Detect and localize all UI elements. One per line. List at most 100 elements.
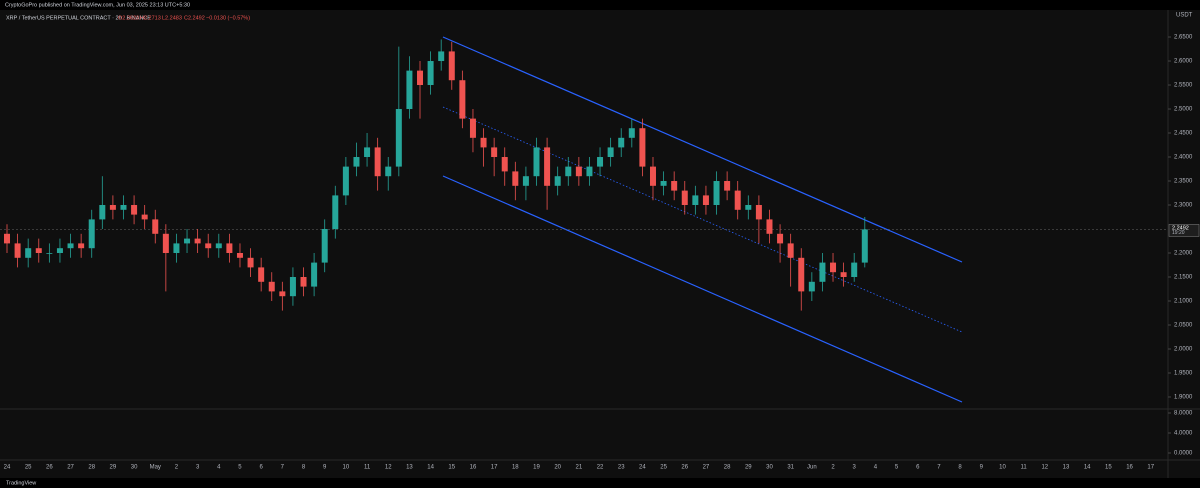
candle-body (575, 166, 582, 177)
candle-body (342, 166, 349, 196)
x-tick-label: 21 (576, 465, 583, 471)
x-tick-label: May (150, 465, 161, 471)
x-tick-label: 7 (937, 465, 941, 471)
candle-body (798, 257, 805, 292)
candle-body (194, 238, 201, 244)
candle-body (734, 190, 741, 210)
candle-body (353, 157, 360, 167)
x-tick-label: 11 (1021, 465, 1028, 471)
y-tick-label: 2.3000 (1174, 203, 1193, 209)
x-tick-label: 14 (1084, 465, 1091, 471)
candle-body (279, 291, 286, 297)
x-tick-label: 5 (895, 465, 899, 471)
candle-body (713, 181, 720, 206)
candle-body (830, 262, 837, 273)
candle-body (861, 229, 868, 263)
candle-body (702, 195, 709, 206)
x-tick-label: 13 (1063, 465, 1070, 471)
candle-body (321, 229, 328, 263)
candle-body (808, 281, 815, 292)
x-tick-label: 10 (999, 465, 1006, 471)
x-tick-label: 12 (385, 465, 392, 471)
currency: USDT (1176, 13, 1193, 19)
candle-body (427, 61, 434, 86)
y-tick-label: 2.0500 (1174, 323, 1193, 329)
x-tick-label: 23 (618, 465, 625, 471)
candle-body (607, 147, 614, 158)
candle-body (46, 252, 53, 254)
x-tick-label: 24 (639, 465, 646, 471)
candle-body (152, 219, 159, 234)
x-tick-label: 16 (1126, 465, 1133, 471)
candle-body (35, 248, 42, 253)
candle-body (787, 243, 794, 258)
x-tick-label: 25 (660, 465, 667, 471)
x-tick-label: 11 (364, 465, 371, 471)
candle-body (78, 243, 85, 249)
x-tick-label: 29 (745, 465, 752, 471)
x-tick-label: 26 (46, 465, 53, 471)
candle-body (226, 243, 233, 253)
candle-body (724, 181, 731, 191)
y-tick-label: 8.0000 (1174, 411, 1193, 417)
x-tick-label: 28 (88, 465, 95, 471)
candle-body (311, 262, 318, 287)
y-tick-label: 2.4500 (1174, 131, 1193, 137)
candle-body (236, 252, 243, 258)
x-tick-label: 6 (916, 465, 920, 471)
y-tick-label: 2.5500 (1174, 83, 1193, 89)
x-tick-label: 15 (1105, 465, 1112, 471)
candle-body (364, 147, 371, 158)
candle-body (120, 205, 127, 210)
candle-body (671, 181, 678, 191)
y-tick-label: 2.1500 (1174, 275, 1193, 281)
candle-body (258, 267, 265, 282)
candle-body (25, 248, 32, 258)
candle-body (819, 262, 826, 282)
ohlc-open: O2.2623 (118, 15, 139, 21)
x-tick-label: 19 (533, 465, 540, 471)
candle-body (448, 51, 455, 81)
candle-body (56, 248, 63, 253)
x-tick-label: 2 (831, 465, 835, 471)
x-tick-label: 6 (259, 465, 263, 471)
y-tick-label: 0.0000 (1174, 451, 1193, 457)
x-tick-label: 15 (448, 465, 455, 471)
x-tick-label: 8 (958, 465, 962, 471)
x-tick-label: 3 (196, 465, 200, 471)
candle-body (417, 70, 424, 86)
candle-body (395, 109, 402, 167)
last-price-box (1168, 224, 1200, 237)
top-bar (0, 0, 1200, 10)
candle-body (745, 205, 752, 210)
ohlc-change: −0.0130 (−0.57%) (206, 15, 250, 21)
candle-body (777, 233, 784, 244)
y-tick-label: 2.5000 (1174, 107, 1193, 113)
candle-body (173, 243, 180, 253)
candle-body (501, 157, 508, 172)
x-tick-label: 27 (67, 465, 74, 471)
x-tick-label: 4 (217, 465, 221, 471)
x-tick-label: 17 (491, 465, 498, 471)
x-tick-label: 31 (787, 465, 794, 471)
x-tick-label: 30 (766, 465, 773, 471)
y-tick-label: 2.6000 (1174, 59, 1193, 65)
bottom-bar (0, 478, 1200, 488)
y-tick-label: 2.1000 (1174, 299, 1193, 305)
candle-body (586, 166, 593, 177)
candle-body (141, 214, 148, 220)
candle-body (268, 281, 275, 292)
publisher: CryptoGoPro published on TradingView.com… (5, 2, 190, 8)
candle-body (597, 157, 604, 167)
candle-body (565, 166, 572, 177)
y-tick-label: 2.6500 (1174, 35, 1193, 41)
candle-body (766, 219, 773, 234)
candle-body (681, 190, 688, 206)
y-tick-label: 2.0000 (1174, 347, 1193, 353)
candle-body (247, 257, 254, 268)
candle-body (618, 137, 625, 148)
candle-body (692, 195, 699, 206)
candle-body (840, 272, 847, 277)
ohlc-close: C2.2492 (184, 15, 205, 21)
